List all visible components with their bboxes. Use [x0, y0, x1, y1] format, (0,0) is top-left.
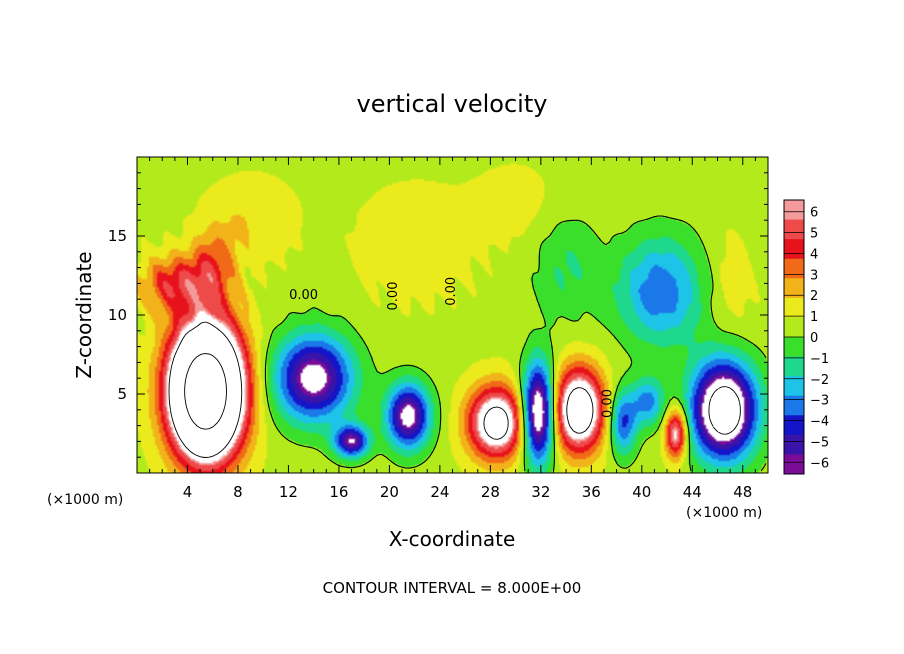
colorbar-tick-label: 2: [810, 289, 818, 304]
colorbar-swatch: [784, 200, 804, 221]
colorbar-tick-label: 6: [810, 206, 818, 221]
contour-level-0: [264, 215, 767, 472]
y-tick-label: 5: [117, 385, 127, 403]
x-tick-label: 44: [683, 483, 702, 501]
x-unit-right: (×1000 m): [686, 505, 762, 521]
y-tick-label: 10: [108, 306, 127, 324]
x-tick-label: 8: [233, 483, 243, 501]
colorbar-swatch: [784, 317, 804, 338]
colorbar-swatch: [784, 356, 804, 377]
x-tick-label: 48: [733, 483, 752, 501]
x-unit-left: (×1000 m): [47, 492, 123, 508]
colorbar-tick-label: −2: [810, 373, 829, 388]
colorbar-tick-label: 3: [810, 268, 818, 283]
y-tick-label: 15: [108, 227, 127, 245]
colorbar-swatch: [784, 278, 804, 299]
x-axis: 4 8 12 16 20 24 28 32 36 40 44 48: [136, 157, 769, 501]
colorbar-tick-label: −6: [810, 456, 829, 471]
x-tick-label: 20: [380, 483, 399, 501]
heatmap-field: [137, 157, 768, 473]
colorbar-tick-label: 1: [810, 310, 818, 325]
colorbar-tick-label: −3: [810, 394, 829, 409]
contour-label: 0.00: [601, 389, 616, 418]
contour-label: 0.00: [386, 282, 401, 311]
colorbar-swatch: [784, 239, 804, 260]
colorbar-tick-label: −5: [810, 435, 829, 450]
contour-level-8: [168, 321, 594, 458]
x-tick-label: 12: [279, 483, 298, 501]
contour-label: 0.00: [289, 288, 318, 303]
colorbar: 6 5 4 3 2 1 0 −1 −2 −3 −4 −5 −6: [783, 199, 829, 475]
colorbar-swatch: [784, 454, 804, 475]
colorbar-tick-label: 4: [810, 247, 818, 262]
contour-labels: 0.00 0.00 0.00 0.00: [289, 277, 615, 418]
colorbar-swatch: [784, 434, 804, 455]
contour-level-16: [184, 353, 227, 430]
colorbar-tick-label: 5: [810, 227, 818, 242]
colorbar-swatch: [784, 337, 804, 358]
x-tick-label: 32: [531, 483, 550, 501]
colorbar-swatch: [784, 219, 804, 240]
colorbar-tick-label: 0: [810, 331, 818, 346]
x-tick-label: 36: [582, 483, 601, 501]
contour-label: 0.00: [444, 277, 459, 306]
colorbar-swatch: [784, 258, 804, 279]
colorbar-swatch: [784, 415, 804, 436]
x-tick-label: 24: [430, 483, 449, 501]
x-tick-label: 28: [481, 483, 500, 501]
y-axis: 5 10 15: [108, 156, 768, 474]
x-axis-title: X-coordinate: [389, 527, 516, 551]
colorbar-tick-label: −1: [810, 352, 829, 367]
x-tick-label: 4: [183, 483, 193, 501]
x-tick-label: 16: [329, 483, 348, 501]
y-axis-title: Z-coordinate: [72, 251, 96, 378]
chart-title: vertical velocity: [357, 90, 548, 118]
colorbar-swatch: [784, 395, 804, 416]
colorbar-swatch: [784, 297, 804, 318]
contour-lines: [168, 215, 767, 472]
colorbar-tick-label: −4: [810, 415, 829, 430]
x-tick-label: 40: [632, 483, 651, 501]
colorbar-swatch: [784, 376, 804, 397]
contour-interval-label: CONTOUR INTERVAL = 8.000E+00: [323, 579, 582, 597]
contour-level-neg8: [708, 386, 741, 435]
